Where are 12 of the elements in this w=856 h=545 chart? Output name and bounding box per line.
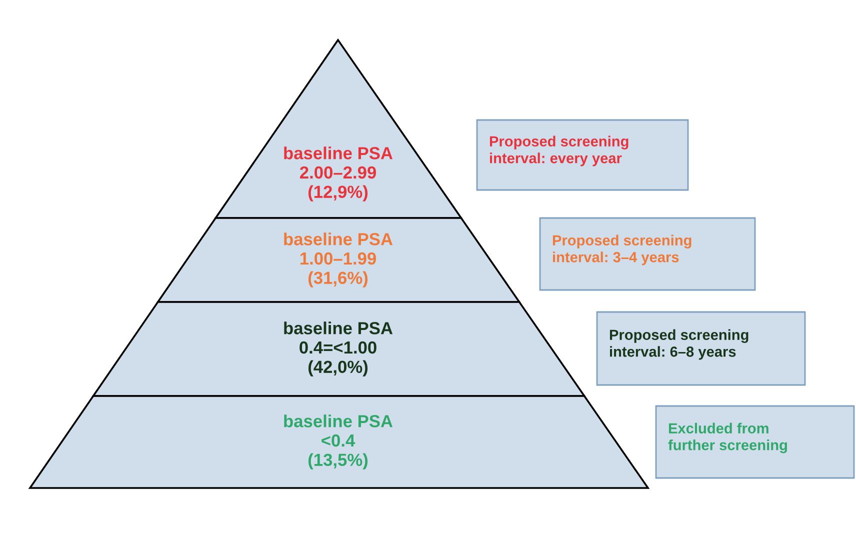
- text: Excluded from further screening: [668, 422, 787, 454]
- text: Proposed screening interval: 3–4 years: [552, 234, 692, 266]
- category-label: baseline PSA 0.4=<1.00: [284, 322, 393, 354]
- data-label: (31,6%): [308, 271, 368, 288]
- data-label: (13,5%): [308, 453, 368, 470]
- category-label: baseline PSA 2.00–2.99: [284, 146, 393, 179]
- data-label: (12,9%): [308, 185, 368, 202]
- category-label: baseline PSA 1.00–1.99: [284, 232, 393, 265]
- category-label: baseline PSA <0.4: [284, 414, 393, 447]
- text: Proposed screening interval: 6–8 years: [610, 329, 748, 360]
- text: Proposed screening interval: every year: [490, 136, 628, 166]
- data-label: (42,0%): [308, 360, 368, 376]
